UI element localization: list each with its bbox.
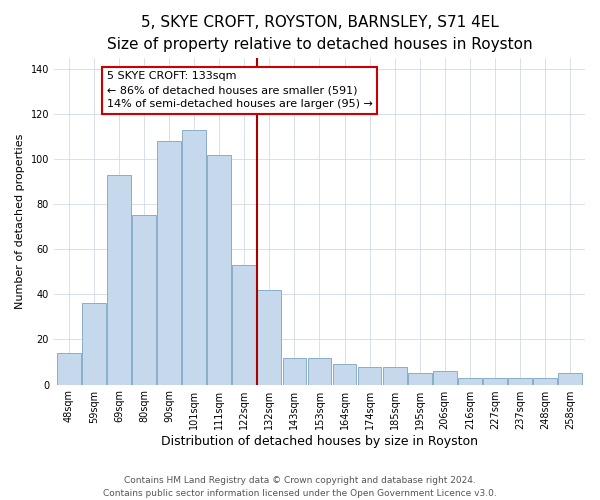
- Bar: [458, 378, 482, 384]
- Y-axis label: Number of detached properties: Number of detached properties: [15, 134, 25, 308]
- Bar: [533, 378, 557, 384]
- Bar: [182, 130, 206, 384]
- Bar: [383, 366, 407, 384]
- Bar: [483, 378, 507, 384]
- Title: 5, SKYE CROFT, ROYSTON, BARNSLEY, S71 4EL
Size of property relative to detached : 5, SKYE CROFT, ROYSTON, BARNSLEY, S71 4E…: [107, 15, 532, 52]
- Bar: [433, 371, 457, 384]
- Bar: [332, 364, 356, 384]
- X-axis label: Distribution of detached houses by size in Royston: Distribution of detached houses by size …: [161, 434, 478, 448]
- Bar: [82, 304, 106, 384]
- Text: Contains HM Land Registry data © Crown copyright and database right 2024.
Contai: Contains HM Land Registry data © Crown c…: [103, 476, 497, 498]
- Bar: [508, 378, 532, 384]
- Bar: [408, 374, 431, 384]
- Bar: [57, 353, 81, 384]
- Text: 5 SKYE CROFT: 133sqm
← 86% of detached houses are smaller (591)
14% of semi-deta: 5 SKYE CROFT: 133sqm ← 86% of detached h…: [107, 71, 373, 109]
- Bar: [157, 141, 181, 384]
- Bar: [358, 366, 382, 384]
- Bar: [208, 154, 231, 384]
- Bar: [283, 358, 307, 384]
- Bar: [132, 216, 156, 384]
- Bar: [107, 175, 131, 384]
- Bar: [558, 374, 582, 384]
- Bar: [308, 358, 331, 384]
- Bar: [257, 290, 281, 384]
- Bar: [232, 265, 256, 384]
